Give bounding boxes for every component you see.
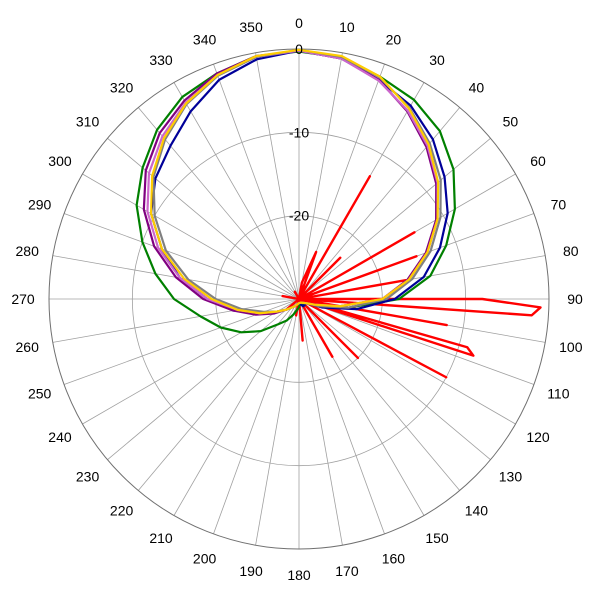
angle-tick-label: 120 [526,429,550,445]
spoke-170 [298,298,343,546]
angle-tick-label: 70 [551,197,567,213]
angle-tick-label: 170 [335,563,359,579]
angle-tick-label: 300 [48,153,72,169]
angle-tick-label: 210 [149,530,173,546]
spoke-240 [82,298,300,425]
angle-tick-label: 130 [499,468,523,484]
spoke-110 [298,298,535,385]
angle-tick-label: 200 [193,550,217,566]
angle-tick-label: 10 [339,19,355,35]
angle-tick-label: 140 [465,502,489,518]
spoke-260 [52,298,300,343]
angle-tick-label: 100 [559,339,583,355]
spoke-330 [173,82,300,300]
angle-tick-label: 0 [295,15,303,31]
spoke-120 [298,298,516,425]
ring-label: 0 [295,41,303,57]
angle-tick-label: 270 [11,291,35,307]
series-line-2 [135,50,456,334]
angle-tick-label: 110 [547,385,570,401]
angle-tick-label: 260 [16,339,40,355]
spoke-230 [107,298,300,461]
angle-tick-label: 20 [386,32,402,48]
angle-tick-label: 160 [382,550,406,566]
angle-tick-label: 60 [530,153,546,169]
angle-tick-label: 80 [563,243,579,259]
angle-tick-label: 280 [16,243,40,259]
angle-tick-label: 340 [193,32,217,48]
angle-tick-label: 190 [239,563,263,579]
spoke-350 [255,52,300,300]
angle-tick-label: 30 [429,52,445,68]
angle-tick-label: 50 [503,114,519,130]
angle-tick-label: 320 [110,80,134,96]
angle-tick-label: 250 [28,385,52,401]
spoke-220 [137,298,300,491]
angle-tick-label: 90 [567,291,583,307]
angle-tick-labels: 0 10 20 30 40 50 60 70 80 90 100 110 120 130 140 150 160… [11,15,583,583]
angle-tick-label: 180 [287,567,311,583]
angle-tick-label: 240 [48,429,72,445]
ring-label: -20 [289,208,309,224]
spoke-130 [298,298,491,461]
ring-labels: 0 -10 -20 [289,41,309,224]
spoke-200 [213,298,300,535]
series-group [135,48,542,379]
spoke-190 [255,298,300,546]
spoke-300 [82,173,300,300]
angle-tick-label: 290 [28,197,52,213]
angle-tick-label: 220 [110,502,134,518]
spoke-160 [298,298,385,535]
spoke-50 [298,137,491,300]
spoke-210 [173,298,300,516]
angle-tick-label: 150 [425,530,449,546]
spoke-340 [213,63,300,300]
angle-tick-label: 330 [149,52,173,68]
angle-tick-label: 230 [76,468,100,484]
spoke-310 [107,137,300,300]
series-line-7 [149,48,440,315]
angle-tick-label: 310 [76,114,100,130]
spoke-10 [298,52,343,300]
angle-tick-label: 350 [239,19,263,35]
spoke-140 [298,298,461,491]
ring-label: -10 [289,124,309,140]
angle-tick-label: 40 [469,80,485,96]
spoke-290 [63,213,300,300]
